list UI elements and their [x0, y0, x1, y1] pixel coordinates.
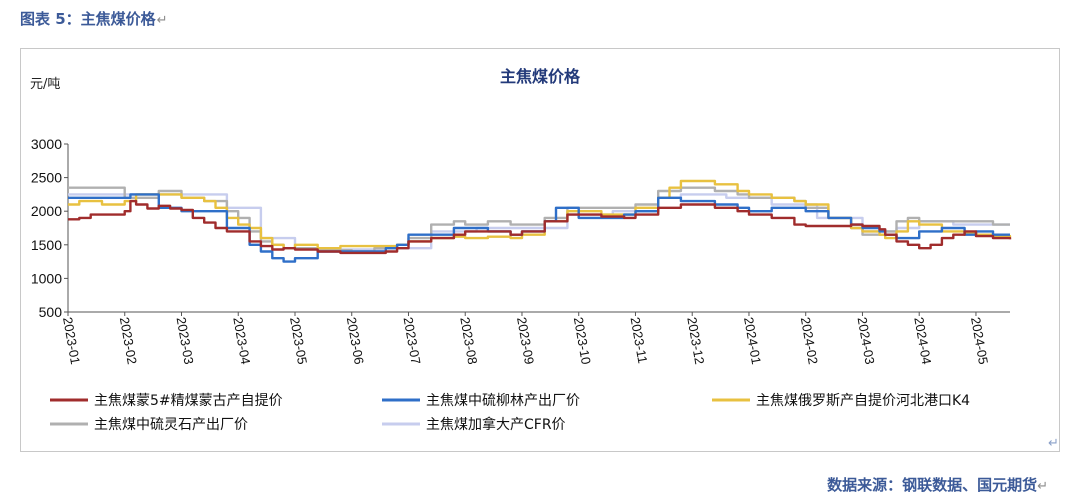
figure-caption: 图表 5：主焦煤价格↵: [20, 8, 168, 29]
x-tick-label: 2024-04: [911, 316, 934, 366]
x-tick-label: 2024-05: [968, 316, 991, 366]
figure-caption-text: 图表 5：主焦煤价格: [20, 10, 156, 28]
x-axis: 2023-01 2023-02 2023-03 2023-04 2023-05 2023-…: [60, 311, 1010, 366]
data-source-text: 数据来源：钢联数据、国元期货: [827, 476, 1038, 494]
series-line: [68, 193, 1010, 263]
x-tick-label: 2024-01: [741, 316, 764, 366]
y-tick-label: 1500: [31, 237, 62, 253]
x-tick-label: 2023-09: [514, 316, 537, 366]
x-tick-label: 2023-10: [571, 316, 594, 366]
return-mark-icon: ↵: [156, 13, 168, 28]
x-tick-label: 2023-02: [117, 316, 140, 366]
chart-canvas: 主焦煤价格 元/吨 500 1000 1500 2000 2500 3000 2023-0…: [30, 67, 1012, 433]
legend-label: 主焦煤蒙5#精煤蒙古产自提价: [94, 393, 283, 409]
x-tick-label: 2023-01: [60, 316, 83, 366]
chart-frame: [20, 48, 1060, 452]
series-line: [68, 179, 1012, 250]
x-tick-label: 2023-08: [457, 316, 480, 366]
legend: 主焦煤蒙5#精煤蒙古产自提价 主焦煤中硫柳林产出厂价 主焦煤俄罗斯产自提价河北港口K…: [50, 392, 970, 433]
series-line: [68, 186, 1010, 253]
x-tick-label: 2023-05: [287, 316, 310, 366]
y-tick-label: 2500: [31, 170, 62, 186]
y-axis: 500 1000 1500 2000 2500 3000: [31, 136, 69, 320]
y-tick-label: 500: [39, 304, 63, 320]
y-tick-label: 2000: [31, 203, 62, 219]
y-axis-unit-label: 元/吨: [30, 77, 60, 92]
x-tick-label: 2023-11: [628, 316, 651, 365]
data-source: 数据来源：钢联数据、国元期货↵: [827, 474, 1048, 495]
y-tick-label: 1000: [31, 270, 62, 286]
return-mark-icon: ↵: [1037, 479, 1048, 494]
x-tick-label: 2024-03: [855, 316, 878, 366]
plot-area: [68, 179, 1012, 263]
legend-label: 主焦煤中硫灵石产出厂价: [94, 417, 248, 433]
x-tick-label: 2024-02: [798, 316, 821, 366]
x-tick-label: 2023-04: [230, 316, 253, 366]
legend-label: 主焦煤中硫柳林产出厂价: [426, 392, 580, 409]
x-tick-label: 2023-06: [344, 316, 367, 366]
legend-label: 主焦煤俄罗斯产自提价河北港口K4: [756, 393, 970, 409]
legend-label: 主焦煤加拿大产CFR价: [426, 416, 566, 433]
chart-title: 主焦煤价格: [500, 67, 581, 86]
x-tick-label: 2023-03: [174, 316, 197, 366]
series-line: [68, 199, 1012, 255]
paragraph-end-icon: ↵: [1048, 436, 1059, 451]
x-tick-label: 2023-07: [401, 316, 424, 366]
x-tick-label: 2023-12: [684, 316, 707, 366]
y-tick-label: 3000: [31, 136, 62, 152]
